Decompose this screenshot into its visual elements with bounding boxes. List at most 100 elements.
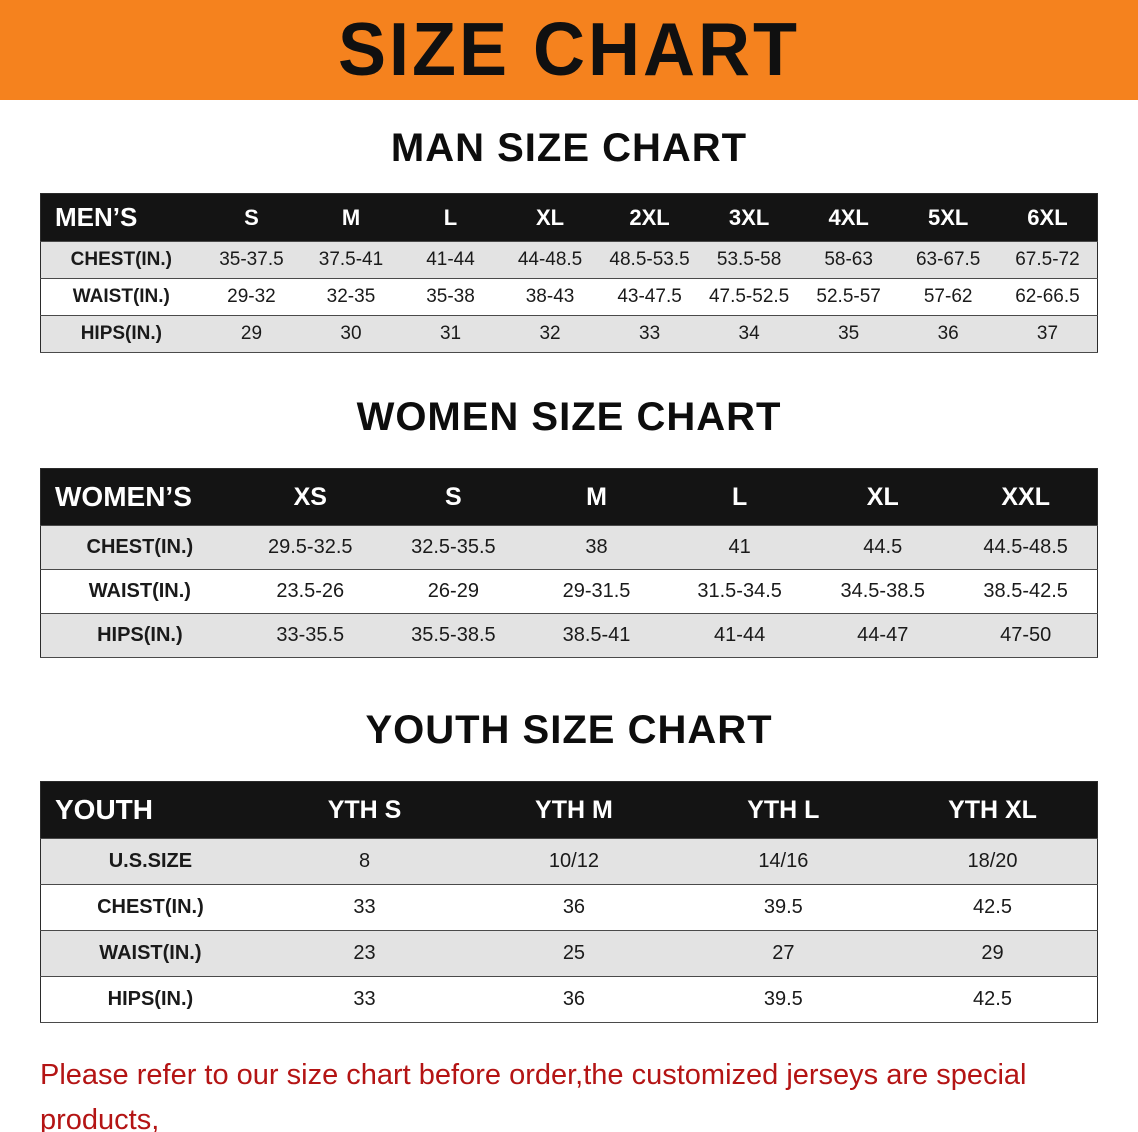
- table-row: CHEST(IN.) 33 36 39.5 42.5: [40, 884, 1098, 931]
- size-value: 14/16: [678, 838, 889, 885]
- row-label: U.S.SIZE: [40, 838, 260, 885]
- size-value: 33-35.5: [238, 613, 382, 658]
- size-value: 32-35: [301, 278, 401, 316]
- table-row: HIPS(IN.) 33 36 39.5 42.5: [40, 976, 1098, 1023]
- page-title: SIZE CHART: [338, 8, 800, 93]
- size-value: 37: [997, 315, 1098, 353]
- women-section-heading: WOMEN SIZE CHART: [356, 395, 782, 439]
- size-value: 29: [201, 315, 302, 353]
- size-column-header: 4XL: [798, 193, 899, 242]
- order-policy-line-1: Please refer to our size chart before or…: [40, 1059, 1027, 1132]
- table-row: HIPS(IN.) 33-35.5 35.5-38.5 38.5-41 41-44 44-…: [40, 613, 1098, 658]
- size-column-header: 3XL: [699, 193, 799, 242]
- size-value: 32: [500, 315, 600, 353]
- size-value: 23: [259, 930, 470, 977]
- table-corner-label: MEN’S: [40, 193, 202, 242]
- size-value: 35.5-38.5: [381, 613, 525, 658]
- size-value: 39.5: [678, 976, 889, 1023]
- size-value: 38.5-41: [524, 613, 669, 658]
- size-value: 26-29: [381, 569, 525, 614]
- table-row: HIPS(IN.) 29 30 31 32 33 34 35 36 37: [40, 315, 1098, 353]
- youth-size-table: YOUTH YTH S YTH M YTH L YTH XL U.S.SIZE 8 10/12…: [40, 781, 1098, 1023]
- size-column-header: YTH XL: [888, 781, 1098, 839]
- size-column-header: S: [381, 468, 525, 526]
- size-value: 53.5-58: [699, 241, 799, 279]
- men-size-table: MEN’S S M L XL 2XL 3XL 4XL 5XL 6XL CHEST(IN.) 35-37…: [40, 193, 1098, 353]
- size-value: 38: [524, 525, 669, 570]
- size-value: 42.5: [888, 884, 1098, 931]
- row-label: CHEST(IN.): [40, 884, 260, 931]
- size-value: 37.5-41: [301, 241, 401, 279]
- size-value: 52.5-57: [798, 278, 899, 316]
- order-policy-note: Please refer to our size chart before or…: [40, 1053, 1138, 1132]
- size-column-header: M: [301, 193, 401, 242]
- size-value: 34.5-38.5: [811, 569, 955, 614]
- size-value: 33: [259, 976, 470, 1023]
- size-value: 35-37.5: [201, 241, 302, 279]
- table-header-row: YOUTH YTH S YTH M YTH L YTH XL: [40, 781, 1098, 839]
- size-value: 31.5-34.5: [668, 569, 812, 614]
- size-column-header: XXL: [954, 468, 1098, 526]
- size-value: 48.5-53.5: [599, 241, 700, 279]
- size-column-header: M: [524, 468, 669, 526]
- size-value: 57-62: [898, 278, 998, 316]
- size-value: 62-66.5: [997, 278, 1098, 316]
- size-value: 41-44: [400, 241, 501, 279]
- size-value: 10/12: [469, 838, 679, 885]
- size-value: 33: [599, 315, 700, 353]
- size-value: 47.5-52.5: [699, 278, 799, 316]
- size-value: 36: [469, 884, 679, 931]
- size-value: 41-44: [668, 613, 812, 658]
- size-column-header: XL: [500, 193, 600, 242]
- size-value: 30: [301, 315, 401, 353]
- size-column-header: XL: [811, 468, 955, 526]
- size-value: 29: [888, 930, 1098, 977]
- table-header-row: WOMEN’S XS S M L XL XXL: [40, 468, 1098, 526]
- size-value: 44.5-48.5: [954, 525, 1098, 570]
- size-value: 29-31.5: [524, 569, 669, 614]
- size-value: 44-47: [811, 613, 955, 658]
- size-value: 42.5: [888, 976, 1098, 1023]
- size-value: 36: [898, 315, 998, 353]
- size-value: 38-43: [500, 278, 600, 316]
- row-label: WAIST(IN.): [40, 278, 202, 316]
- size-value: 44.5: [811, 525, 955, 570]
- size-value: 18/20: [888, 838, 1098, 885]
- table-corner-label: WOMEN’S: [40, 468, 239, 526]
- size-value: 8: [259, 838, 470, 885]
- size-value: 63-67.5: [898, 241, 998, 279]
- title-banner: SIZE CHART: [0, 0, 1138, 100]
- table-corner-label: YOUTH: [40, 781, 260, 839]
- size-column-header: XS: [238, 468, 382, 526]
- size-value: 29.5-32.5: [238, 525, 382, 570]
- size-column-header: 2XL: [599, 193, 700, 242]
- size-value: 35: [798, 315, 899, 353]
- table-header-row: MEN’S S M L XL 2XL 3XL 4XL 5XL 6XL: [40, 193, 1098, 242]
- size-column-header: YTH L: [678, 781, 889, 839]
- size-value: 34: [699, 315, 799, 353]
- row-label: HIPS(IN.): [40, 613, 239, 658]
- size-value: 33: [259, 884, 470, 931]
- size-value: 39.5: [678, 884, 889, 931]
- row-label: HIPS(IN.): [40, 315, 202, 353]
- size-value: 41: [668, 525, 812, 570]
- row-label: HIPS(IN.): [40, 976, 260, 1023]
- size-column-header: YTH S: [259, 781, 470, 839]
- size-value: 23.5-26: [238, 569, 382, 614]
- size-value: 38.5-42.5: [954, 569, 1098, 614]
- table-row: WAIST(IN.) 29-32 32-35 35-38 38-43 43-47.5 47.…: [40, 278, 1098, 316]
- size-value: 32.5-35.5: [381, 525, 525, 570]
- row-label: WAIST(IN.): [40, 930, 260, 977]
- youth-section-heading: YOUTH SIZE CHART: [365, 708, 773, 752]
- table-row: WAIST(IN.) 23 25 27 29: [40, 930, 1098, 977]
- size-column-header: 5XL: [898, 193, 998, 242]
- size-column-header: 6XL: [997, 193, 1098, 242]
- size-value: 25: [469, 930, 679, 977]
- row-label: CHEST(IN.): [40, 241, 202, 279]
- row-label: CHEST(IN.): [40, 525, 239, 570]
- size-value: 27: [678, 930, 889, 977]
- men-section-heading: MAN SIZE CHART: [390, 126, 748, 170]
- row-label: WAIST(IN.): [40, 569, 239, 614]
- table-row: U.S.SIZE 8 10/12 14/16 18/20: [40, 838, 1098, 885]
